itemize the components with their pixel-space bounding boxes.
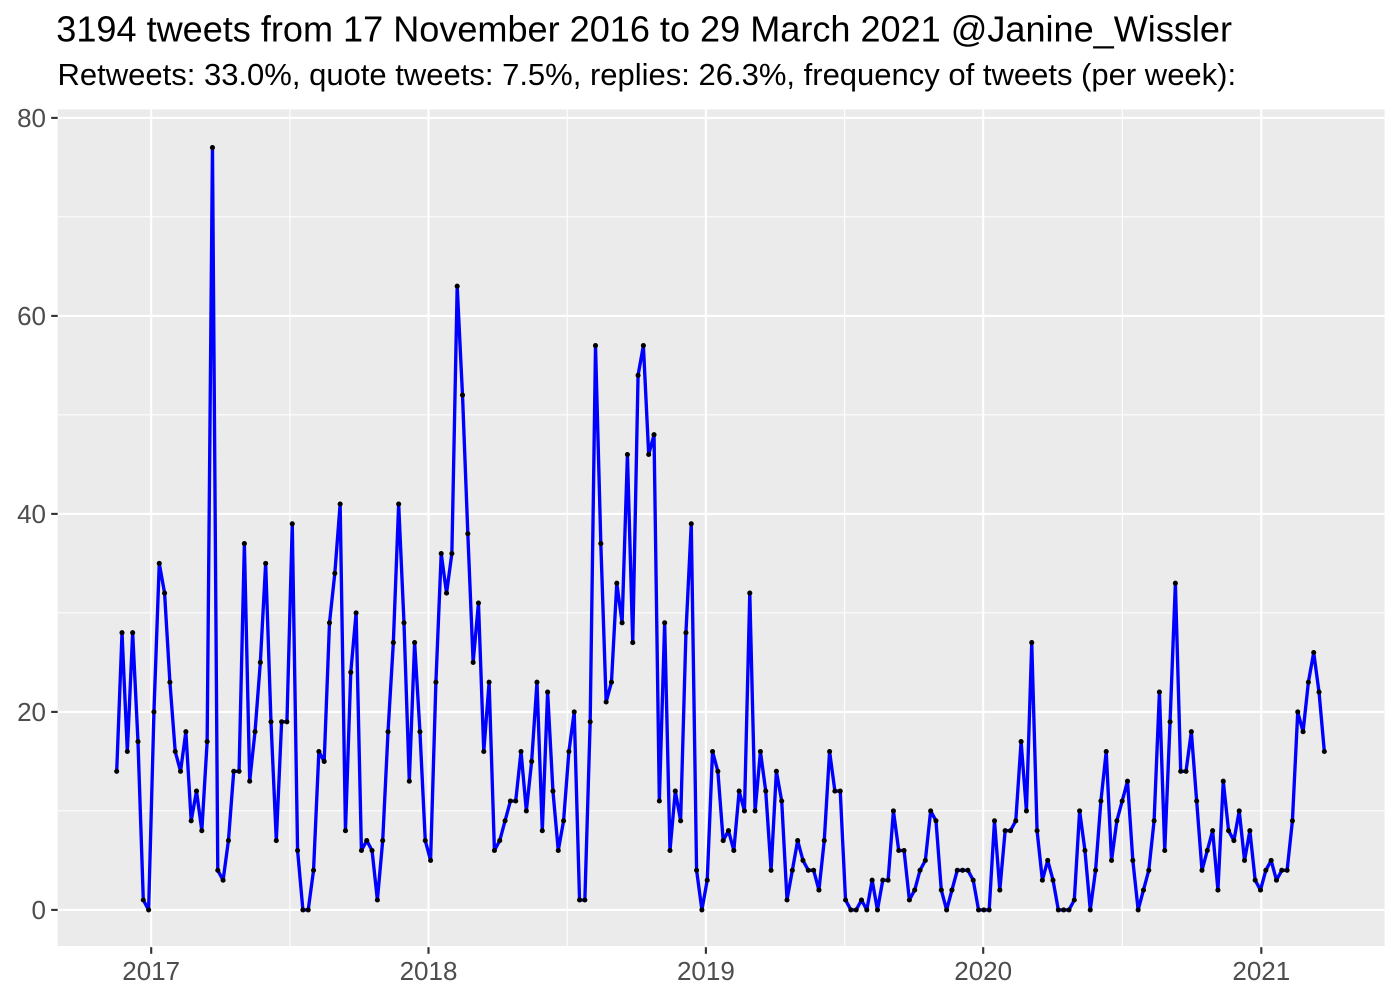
svg-text:20: 20 — [17, 697, 46, 727]
svg-text:3194 tweets from 17 November 2: 3194 tweets from 17 November 2016 to 29 … — [56, 9, 1232, 50]
svg-text:2017: 2017 — [122, 956, 180, 986]
svg-text:40: 40 — [17, 499, 46, 529]
svg-text:0: 0 — [32, 895, 46, 925]
svg-text:Retweets: 33.0%, quote tweets:: Retweets: 33.0%, quote tweets: 7.5%, rep… — [58, 57, 1237, 92]
svg-text:2020: 2020 — [954, 956, 1012, 986]
svg-text:2018: 2018 — [400, 956, 458, 986]
svg-text:2021: 2021 — [1232, 956, 1290, 986]
svg-text:60: 60 — [17, 301, 46, 331]
svg-text:80: 80 — [17, 103, 46, 133]
svg-text:2019: 2019 — [677, 956, 735, 986]
